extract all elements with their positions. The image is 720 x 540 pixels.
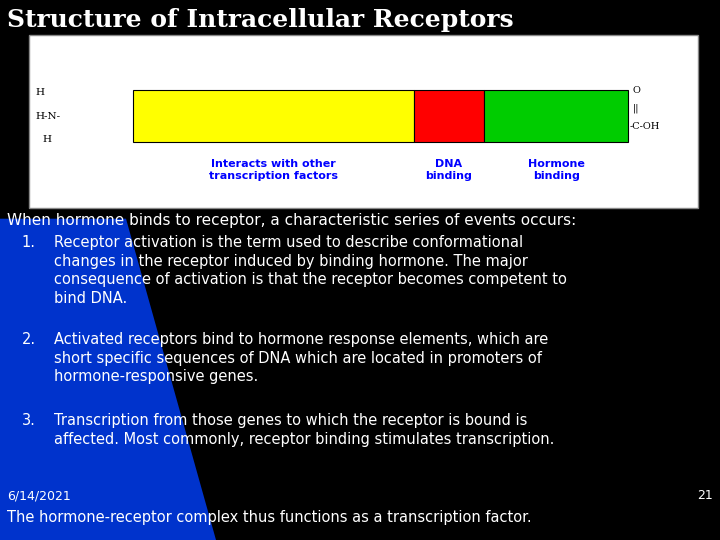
Text: Transcription from those genes to which the receptor is bound is
affected. Most : Transcription from those genes to which …	[54, 413, 554, 447]
Text: Activated receptors bind to hormone response elements, which are
short specific : Activated receptors bind to hormone resp…	[54, 332, 548, 384]
Text: The hormone-receptor complex thus functions as a transcription factor.: The hormone-receptor complex thus functi…	[7, 510, 532, 525]
Text: DNA
binding: DNA binding	[426, 159, 472, 181]
Bar	[29, 35, 698, 208]
Text: H: H	[35, 89, 45, 98]
Polygon shape	[0, 219, 216, 540]
Text: -C-OH: -C-OH	[629, 122, 660, 131]
Text: Structure of Intracellular Receptors: Structure of Intracellular Receptors	[7, 8, 514, 32]
Text: 3.: 3.	[22, 413, 35, 428]
Text: 2.: 2.	[22, 332, 36, 347]
Text: O: O	[633, 86, 641, 95]
Text: H-N-: H-N-	[35, 112, 60, 121]
Text: 1.: 1.	[22, 235, 35, 250]
Bar	[132, 90, 414, 142]
Bar	[484, 90, 628, 142]
Text: Receptor activation is the term used to describe conformational
changes in the r: Receptor activation is the term used to …	[54, 235, 567, 306]
Text: Hormone
binding: Hormone binding	[528, 159, 585, 181]
Text: 21: 21	[697, 489, 713, 502]
Text: H: H	[42, 135, 52, 144]
Bar	[414, 90, 484, 142]
Text: Interacts with other
transcription factors: Interacts with other transcription facto…	[209, 159, 338, 181]
Text: ||: ||	[633, 104, 639, 113]
Text: When hormone binds to receptor, a characteristic series of events occurs:: When hormone binds to receptor, a charac…	[7, 213, 577, 228]
Text: 6/14/2021: 6/14/2021	[7, 489, 71, 502]
